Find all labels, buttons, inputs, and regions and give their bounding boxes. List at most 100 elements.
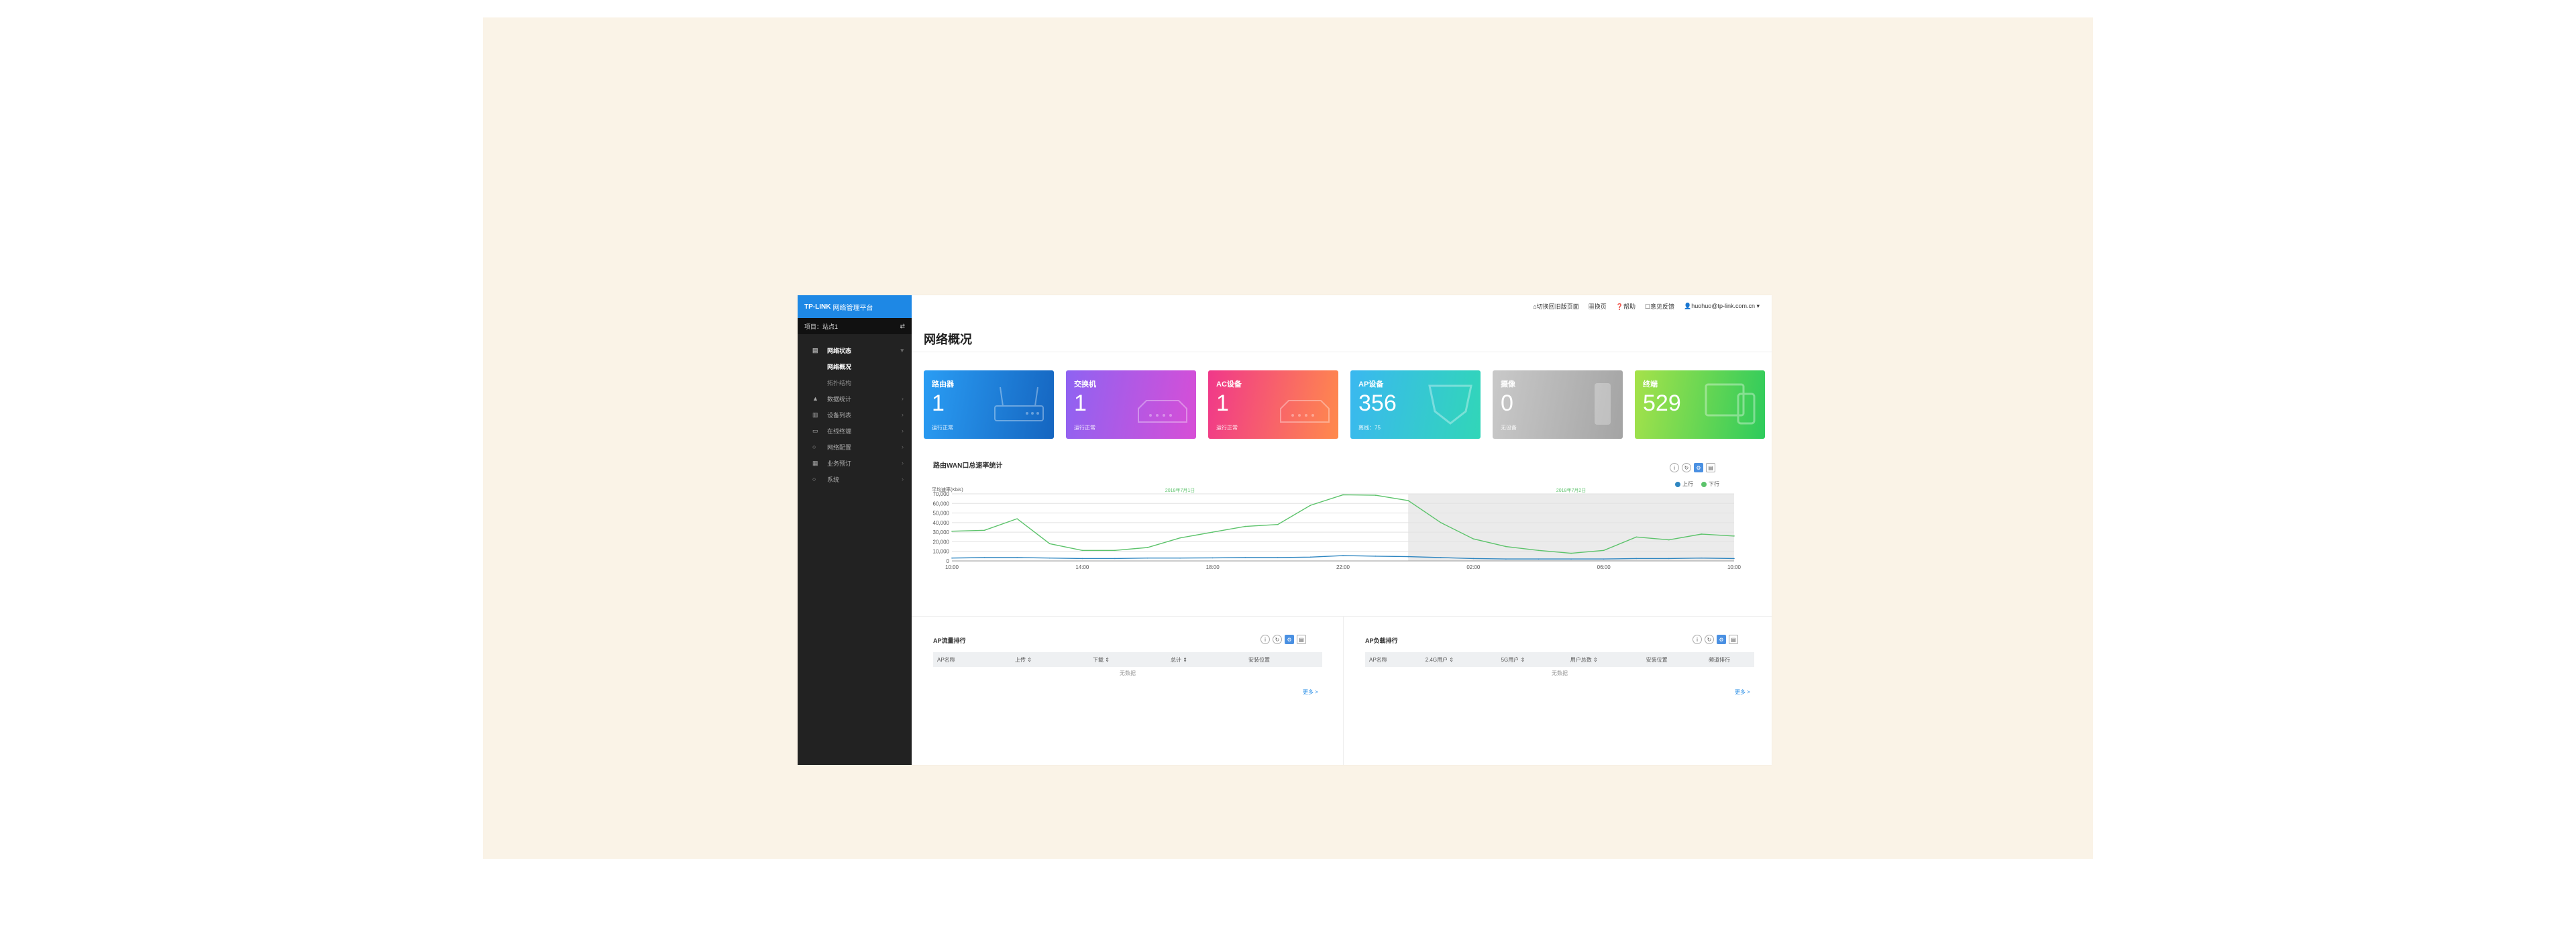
legend-marker [1675,481,1680,487]
logo[interactable]: TP-LINK 网络管理平台 [798,295,912,318]
device-card[interactable]: 路由器 1 运行正常 [924,370,1054,439]
column-header[interactable]: AP名称 [1369,656,1387,663]
logo-brand: TP-LINK [804,303,831,311]
calendar-icon[interactable]: ▤ [1706,463,1715,472]
sidebar-item-5[interactable]: ▭ 在线终端 › [798,423,912,439]
y-tick-label: 0 [947,558,950,564]
legend-item[interactable]: 下行 [1701,480,1719,488]
sidebar-item-1[interactable]: 网络概况 [798,358,912,374]
feedback-link[interactable]: ☐意见反馈 [1644,303,1675,310]
feedback-icon: ☐ [1644,303,1651,310]
data-point [1603,550,1605,552]
refresh-icon[interactable]: ↻ [1705,635,1714,644]
guide-link[interactable]: ▦换页 [1588,303,1607,310]
column-header[interactable]: 安装位置 [1646,656,1668,663]
data-point [1081,550,1083,552]
stats-icon: ▲ [812,395,818,402]
data-point [1244,557,1246,558]
sidebar-item-label: 网络概况 [827,363,852,370]
site-selector[interactable]: 项目：站点1 ⇄ [798,318,912,334]
page-title: 网络概况 [924,333,972,346]
ap-icon [1427,382,1474,429]
settings-icon[interactable]: ⚙ [1694,463,1703,472]
data-point [1375,556,1377,557]
sidebar-item-8[interactable]: ○ 系统 › [798,471,912,487]
column-header[interactable]: 5G用户 ⇕ [1501,656,1525,663]
info-icon[interactable]: i [1260,635,1270,644]
site-label: 项目：站点1 [804,323,839,330]
home-link[interactable]: ⌂切换回旧版页面 [1533,303,1579,310]
card-value: 0 [1501,391,1513,416]
more-link[interactable]: 更多 > [1735,689,1750,695]
device-card[interactable]: AC设备 1 运行正常 [1208,370,1338,439]
data-point [1570,558,1572,560]
card-title: 终端 [1643,380,1658,388]
data-point [1081,558,1083,560]
sidebar-item-4[interactable]: ▥ 设备列表 › [798,407,912,423]
column-header[interactable]: 安装位置 [1248,656,1270,663]
user-icon: 👤 [1684,302,1692,309]
column-header[interactable]: 上传 ⇕ [1015,656,1032,663]
column-header[interactable]: 下载 ⇕ [1093,656,1110,663]
legend-label: 下行 [1709,481,1719,487]
chevron-icon: › [902,395,904,402]
sidebar-item-label: 网络配置 [827,444,852,451]
data-point [1244,525,1246,527]
x-tick-label: 02:00 [1466,564,1481,570]
data-point [1049,543,1051,545]
sidebar-item-label: 系统 [827,476,840,483]
terminal-icon [1705,382,1758,429]
device-card[interactable]: 终端 529 [1635,370,1765,439]
sidebar: TP-LINK 网络管理平台 项目：站点1 ⇄ ▤ 网络状态 ▾ 网络概况拓扑结构 ▲ 数… [798,295,912,765]
grid-icon: ▦ [1588,303,1595,310]
calendar-icon[interactable]: ▤ [1297,635,1306,644]
more-link[interactable]: 更多 > [1303,689,1318,695]
data-point [1701,557,1703,559]
settings-icon[interactable]: ⚙ [1717,635,1726,644]
data-point [1309,505,1311,506]
data-point [1635,536,1638,538]
card-value: 1 [1074,391,1087,416]
data-point [1016,557,1018,558]
sidebar-item-2[interactable]: 拓扑结构 [798,374,912,391]
ap-traffic-panel: AP流量排行 i ↻ ⚙ ▤ AP名称 上传 ⇕ 下载 ⇕ 总计 ⇕ 安装位置 无数据 … [912,616,1343,765]
device-card[interactable]: 摄像 0 无设备 [1493,370,1623,439]
column-header[interactable]: 用户总数 ⇕ [1570,656,1598,663]
device-card[interactable]: AP设备 356 离线：75 [1350,370,1481,439]
user-menu[interactable]: 👤huohuo@tp-link.com.cn ▾ [1684,302,1760,309]
data-point [1049,557,1051,559]
x-tick-label: 06:00 [1597,564,1611,570]
help-link[interactable]: ❓帮助 [1615,303,1635,310]
y-tick-label: 40,000 [933,520,950,526]
x-tick-label: 18:00 [1206,564,1220,570]
switch-icon [1278,399,1332,429]
data-point [1505,558,1507,560]
card-title: AP设备 [1358,380,1384,388]
column-header[interactable]: 2.4G用户 ⇕ [1425,656,1454,663]
chevron-icon: › [902,427,904,434]
calendar-icon[interactable]: ▤ [1729,635,1738,644]
sidebar-item-6[interactable]: ○ 网络配置 › [798,439,912,455]
refresh-icon[interactable]: ↻ [1682,463,1691,472]
sidebar-item-0[interactable]: ▤ 网络状态 ▾ [798,342,912,358]
info-icon[interactable]: i [1670,463,1679,472]
empty-message: 无数据 [1120,670,1136,676]
refresh-icon[interactable]: ↻ [1273,635,1282,644]
data-point [983,529,985,531]
sidebar-item-7[interactable]: ▦ 业务预订 › [798,455,912,471]
dashboard-icon: ▤ [812,346,818,354]
help-icon: ❓ [1615,303,1623,310]
data-point [1570,552,1572,554]
card-value: 1 [932,391,945,416]
column-header[interactable]: AP名称 [937,656,955,663]
column-header[interactable]: 总计 ⇕ [1171,656,1187,663]
column-header[interactable]: 频道排行 [1709,656,1730,663]
legend-item[interactable]: 上行 [1675,480,1693,488]
info-icon[interactable]: i [1693,635,1702,644]
swap-icon[interactable]: ⇄ [900,322,905,329]
sidebar-item-3[interactable]: ▲ 数据统计 › [798,391,912,407]
empty-message: 无数据 [1552,670,1568,676]
settings-icon[interactable]: ⚙ [1285,635,1294,644]
data-point [1277,523,1279,525]
device-card[interactable]: 交换机 1 运行正常 [1066,370,1196,439]
